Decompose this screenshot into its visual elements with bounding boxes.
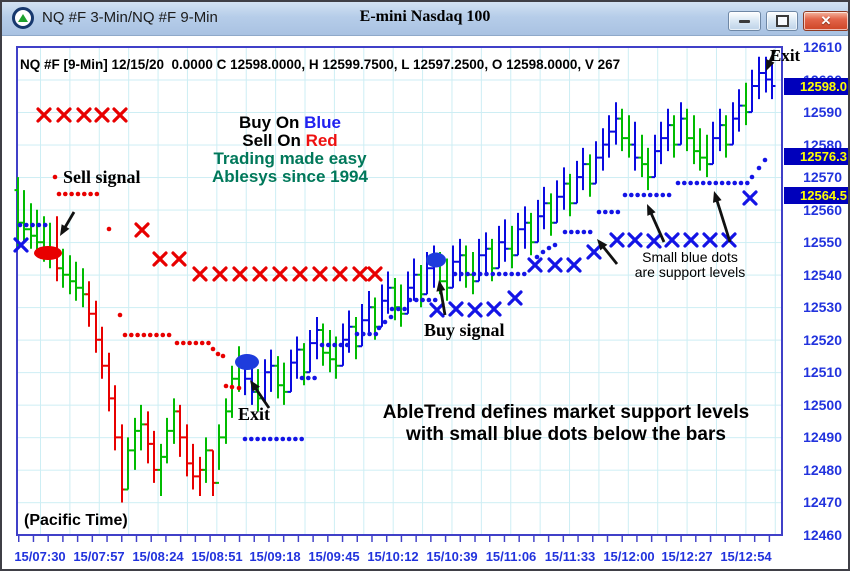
time-axis-label: 15/12:27 — [661, 549, 713, 564]
buy-signal-label: Buy signal — [424, 320, 505, 340]
minimize-icon — [739, 19, 750, 23]
promo-text: Buy On Blue Sell On Red Trading made eas… — [180, 114, 400, 186]
quote-header: NQ #F [9-Min] 12/15/20 0.0000 C 12598.00… — [20, 57, 621, 72]
maximize-icon — [775, 15, 789, 27]
promo-line-buy: Buy On Blue — [180, 114, 400, 132]
support-dots-note-line1: Small blue dots — [642, 249, 738, 265]
price-axis-label: 12570 — [803, 169, 842, 185]
time-axis-label: 15/12:54 — [720, 549, 772, 564]
time-axis-label: 15/11:06 — [485, 549, 537, 564]
time-axis-label: 15/07:30 — [14, 549, 66, 564]
promo-line-ablesys: Ablesys since 1994 — [212, 167, 368, 186]
price-axis-label: 12520 — [803, 332, 842, 348]
sell-signal-label: Sell signal — [63, 167, 141, 187]
exit-label-high: Exit — [770, 46, 801, 65]
time-axis-ticks — [18, 536, 783, 542]
sell-on-word: Red — [305, 131, 338, 150]
logo-triangle-icon — [18, 14, 28, 22]
time-axis-label: 15/10:39 — [426, 549, 478, 564]
abletrend-note: AbleTrend defines market support levels … — [368, 402, 764, 446]
price-axis-label: 12480 — [803, 462, 842, 478]
price-axis-label: 12470 — [803, 494, 842, 510]
close-button[interactable]: ✕ — [803, 11, 848, 31]
timezone-label: (Pacific Time) — [24, 512, 128, 529]
price-axis-label: 12500 — [803, 397, 842, 413]
promo-line-trading: Trading made easy — [213, 149, 367, 168]
price-highlight-badge: 12598.0 — [784, 78, 848, 95]
maximize-button[interactable] — [766, 11, 798, 31]
price-axis-label: 12610 — [803, 39, 842, 55]
buy-on-word: Blue — [304, 113, 341, 132]
price-highlight-badge: 12576.3 — [784, 148, 848, 165]
time-axis-label: 15/08:51 — [191, 549, 243, 564]
time-axis-label: 15/12:00 — [603, 549, 655, 564]
app-logo-icon — [12, 7, 34, 29]
price-highlight-badge: 12564.5 — [784, 187, 848, 204]
time-axis-label: 15/07:57 — [73, 549, 125, 564]
close-icon: ✕ — [820, 13, 832, 28]
minimize-button[interactable] — [728, 11, 761, 31]
exit-label-low: Exit — [238, 404, 271, 424]
price-axis-label: 12490 — [803, 429, 842, 445]
support-dots-note: Small blue dots are support levels — [615, 250, 765, 280]
time-axis-label: 15/08:24 — [132, 549, 184, 564]
title-bar[interactable]: NQ #F 3-Min/NQ #F 9-Min E-mini Nasdaq 10… — [2, 2, 848, 36]
price-axis-label: 12460 — [803, 527, 842, 543]
price-axis-label: 12530 — [803, 299, 842, 315]
price-axis-label: 12560 — [803, 202, 842, 218]
promo-line-sell: Sell On Red — [180, 132, 400, 150]
sell-on-label: Sell On — [242, 131, 306, 150]
abletrend-note-line2: with small blue dots below the bars — [406, 424, 726, 445]
time-axis-label: 15/09:45 — [308, 549, 360, 564]
time-axis-label: 15/11:33 — [544, 549, 596, 564]
time-axis-label: 15/09:18 — [249, 549, 301, 564]
price-axis-label: 12550 — [803, 234, 842, 250]
window-title: NQ #F 3-Min/NQ #F 9-Min — [42, 9, 218, 26]
buy-on-label: Buy On — [238, 113, 305, 132]
time-axis-label: 15/10:12 — [367, 549, 419, 564]
price-axis-label: 12540 — [803, 267, 842, 283]
window-subtitle: E-mini Nasdaq 100 — [359, 8, 491, 25]
abletrend-note-line1: AbleTrend defines market support levels — [382, 402, 750, 423]
price-axis-label: 12590 — [803, 104, 842, 120]
price-axis-label: 12510 — [803, 364, 842, 380]
support-dots-note-line2: are support levels — [634, 264, 746, 280]
